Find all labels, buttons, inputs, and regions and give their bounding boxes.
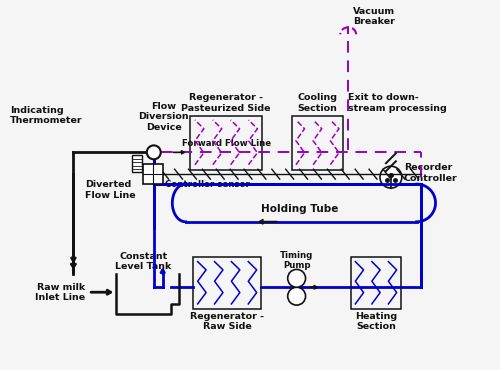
Text: Vacuum
Breaker: Vacuum Breaker [353, 7, 396, 26]
Bar [143, 164, 163, 184]
Text: Holding Tube: Holding Tube [261, 204, 338, 214]
Text: Regenerator -
Pasteurized Side: Regenerator - Pasteurized Side [182, 93, 271, 112]
Text: Heating
Section: Heating Section [355, 312, 397, 332]
Circle shape [380, 166, 402, 188]
Bar [190, 116, 262, 170]
Text: Recorder
Controller: Recorder Controller [404, 164, 458, 183]
Text: Raw milk
Inlet Line: Raw milk Inlet Line [35, 283, 86, 302]
Text: Indicating
Thermometer: Indicating Thermometer [10, 106, 83, 125]
Bar [194, 258, 261, 309]
Bar [132, 155, 142, 172]
Circle shape [147, 145, 160, 159]
Circle shape [288, 269, 306, 287]
Text: Controller sensor: Controller sensor [164, 180, 250, 189]
Text: Regenerator -
Raw Side: Regenerator - Raw Side [190, 312, 264, 332]
Circle shape [288, 287, 306, 305]
Bar [351, 258, 401, 309]
Text: Timing
Pump: Timing Pump [280, 251, 314, 270]
Text: Constant
Level Tank: Constant Level Tank [115, 252, 172, 271]
Text: Forward Flow Line: Forward Flow Line [182, 139, 270, 148]
Bar [292, 116, 344, 170]
Text: Cooling
Section: Cooling Section [298, 93, 338, 112]
Text: Exit to down-
stream processing: Exit to down- stream processing [348, 93, 447, 112]
Text: Flow
Diversion
Device: Flow Diversion Device [138, 102, 189, 131]
Text: Diverted
Flow Line: Diverted Flow Line [86, 180, 136, 200]
